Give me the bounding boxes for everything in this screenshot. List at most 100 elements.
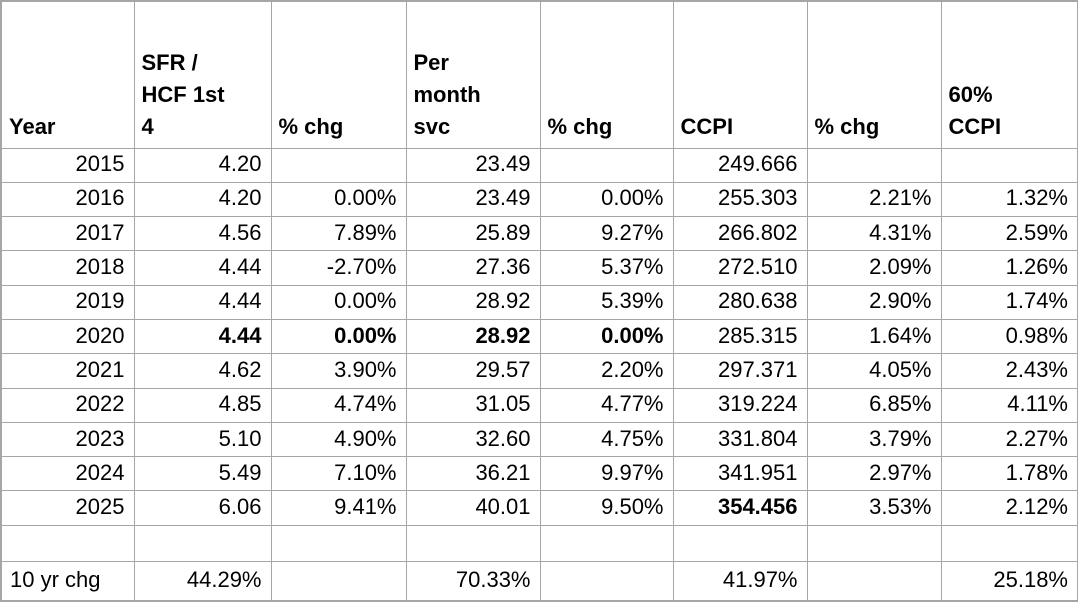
- col-header-sfr-hcf-1st-4: SFR / HCF 1st 4: [133, 0, 272, 149]
- table-cell: [539, 561, 674, 602]
- table-cell: [270, 147, 407, 183]
- table-cell: 2.59%: [940, 216, 1078, 252]
- col-header-pct-chg-svc: % chg: [539, 0, 674, 149]
- table-cell: 32.60: [405, 421, 541, 458]
- table-cell: [405, 524, 541, 563]
- table-cell: [806, 147, 942, 183]
- table-row: 2022 4.85 4.74% 31.05 4.77% 319.224 6.85% 4.11%: [0, 387, 1078, 423]
- table-cell: 354.456: [672, 490, 808, 526]
- table-cell: 23.49: [405, 147, 541, 183]
- table-cell: 3.79%: [806, 421, 942, 458]
- table-cell: 5.37%: [539, 250, 674, 286]
- table-cell: 3.90%: [270, 353, 407, 389]
- table-cell: 25.89: [405, 216, 541, 252]
- table-row: 2016 4.20 0.00% 23.49 0.00% 255.303 2.21% 1.32%: [0, 181, 1078, 218]
- table-cell: [270, 524, 407, 563]
- table-cell: 4.44: [133, 318, 272, 355]
- table-cell: 9.97%: [539, 456, 674, 492]
- table-cell: 4.75%: [539, 421, 674, 458]
- table-cell: 6.06: [133, 490, 272, 526]
- table-cell: 4.44: [133, 250, 272, 286]
- table-cell: 2.27%: [940, 421, 1078, 458]
- col-header-60pct-ccpi: 60% CCPI: [940, 0, 1078, 149]
- table-cell: 0.00%: [270, 284, 407, 320]
- summary-row: 10 yr chg 44.29% 70.33% 41.97% 25.18%: [0, 561, 1078, 602]
- table-cell: 266.802: [672, 216, 808, 252]
- table-cell: 5.49: [133, 456, 272, 492]
- table-row: 2017 4.56 7.89% 25.89 9.27% 266.802 4.31% 2.59%: [0, 216, 1078, 252]
- table-cell: 2.09%: [806, 250, 942, 286]
- table-cell: 2020: [0, 318, 135, 355]
- table-cell: [270, 561, 407, 602]
- header-row: Year SFR / HCF 1st 4 % chg Per month svc…: [0, 0, 1078, 149]
- table-row: 2019 4.44 0.00% 28.92 5.39% 280.638 2.90% 1.74%: [0, 284, 1078, 320]
- table-cell: 4.20: [133, 181, 272, 218]
- table-cell: 2.20%: [539, 353, 674, 389]
- table-cell: 2.97%: [806, 456, 942, 492]
- table-cell: 4.85: [133, 387, 272, 423]
- table-cell: 2.21%: [806, 181, 942, 218]
- spacer-row: [0, 524, 1078, 563]
- table-cell: 2.12%: [940, 490, 1078, 526]
- table-row: 2020 4.44 0.00% 28.92 0.00% 285.315 1.64% 0.98%: [0, 318, 1078, 355]
- table-cell: 2.90%: [806, 284, 942, 320]
- table-cell: 7.89%: [270, 216, 407, 252]
- col-header-per-month-svc: Per month svc: [405, 0, 541, 149]
- table-cell: [940, 147, 1078, 183]
- table-cell: [672, 524, 808, 563]
- col-header-ccpi: CCPI: [672, 0, 808, 149]
- table-cell: 255.303: [672, 181, 808, 218]
- table-cell: 44.29%: [133, 561, 272, 602]
- table-cell: 40.01: [405, 490, 541, 526]
- table-cell: 2021: [0, 353, 135, 389]
- table-cell: [0, 524, 135, 563]
- table-cell: 5.39%: [539, 284, 674, 320]
- table-cell: 2018: [0, 250, 135, 286]
- table-cell: [806, 524, 942, 563]
- table-cell: 41.97%: [672, 561, 808, 602]
- table-cell: 272.510: [672, 250, 808, 286]
- table-cell: [940, 524, 1078, 563]
- table-cell: 9.27%: [539, 216, 674, 252]
- table-cell: 28.92: [405, 318, 541, 355]
- table-cell: 2016: [0, 181, 135, 218]
- table-cell: 2017: [0, 216, 135, 252]
- table-cell: 4.44: [133, 284, 272, 320]
- table-cell: 341.951: [672, 456, 808, 492]
- table-cell: 1.64%: [806, 318, 942, 355]
- table-cell: 4.05%: [806, 353, 942, 389]
- table-cell: 2025: [0, 490, 135, 526]
- col-header-pct-chg-sfr: % chg: [270, 0, 407, 149]
- table-cell: 0.00%: [539, 318, 674, 355]
- table-cell: 0.00%: [539, 181, 674, 218]
- table-cell: 4.90%: [270, 421, 407, 458]
- table-cell: 0.00%: [270, 318, 407, 355]
- table-cell: 3.53%: [806, 490, 942, 526]
- table-cell: 4.77%: [539, 387, 674, 423]
- table-cell: 9.41%: [270, 490, 407, 526]
- table-cell: 331.804: [672, 421, 808, 458]
- table-cell: 28.92: [405, 284, 541, 320]
- table-cell: 4.56: [133, 216, 272, 252]
- table-cell: 27.36: [405, 250, 541, 286]
- table-cell: 4.11%: [940, 387, 1078, 423]
- table-row: 2021 4.62 3.90% 29.57 2.20% 297.371 4.05% 2.43%: [0, 353, 1078, 389]
- table-cell: 280.638: [672, 284, 808, 320]
- table-body: 2015 4.20 23.49 249.666 2016 4.20 0.00% 23.49 0.…: [0, 147, 1078, 602]
- table-row: 2024 5.49 7.10% 36.21 9.97% 341.951 2.97% 1.78%: [0, 456, 1078, 492]
- table-cell: 25.18%: [940, 561, 1078, 602]
- table-cell: 1.26%: [940, 250, 1078, 286]
- table-cell: 6.85%: [806, 387, 942, 423]
- table-cell: 7.10%: [270, 456, 407, 492]
- table-cell: -2.70%: [270, 250, 407, 286]
- table-cell: 297.371: [672, 353, 808, 389]
- table-cell: 4.20: [133, 147, 272, 183]
- table-cell: 249.666: [672, 147, 808, 183]
- table-cell: 2019: [0, 284, 135, 320]
- table-cell: [539, 524, 674, 563]
- table-cell: 2015: [0, 147, 135, 183]
- table-cell: [539, 147, 674, 183]
- table-cell: 0.00%: [270, 181, 407, 218]
- table-row: 2023 5.10 4.90% 32.60 4.75% 331.804 3.79% 2.27%: [0, 421, 1078, 458]
